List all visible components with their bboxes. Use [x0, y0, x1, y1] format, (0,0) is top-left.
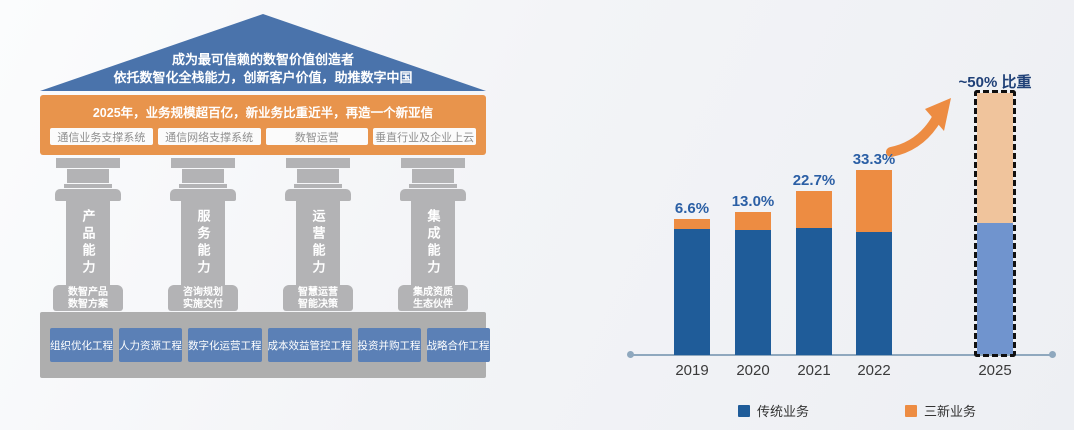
foundation-box: 人力资源工程 — [119, 328, 182, 362]
pillar-abacus — [56, 158, 120, 168]
x-tick-2021: 2021 — [797, 362, 831, 379]
pillar-base: 数智产品 数智方案 — [53, 285, 123, 311]
share-label-2022: 33.3% — [852, 151, 896, 168]
legend-label: 传统业务 — [757, 404, 810, 419]
pillar-2: 服务能力咨询规划 实施交付 — [168, 158, 238, 311]
pillar-base: 咨询规划 实施交付 — [168, 285, 238, 311]
legend-item: 三新业务 — [904, 401, 976, 420]
pillar-capital — [170, 189, 236, 201]
x-tick-2022: 2022 — [857, 362, 891, 379]
pillar-shaft: 产品能力 — [66, 201, 110, 285]
highlight-label: ~50% 比重 — [958, 74, 1032, 91]
pillar-base-line2: 实施交付 — [183, 299, 223, 310]
pillar-1: 产品能力数智产品 数智方案 — [53, 158, 123, 311]
pillar-neck — [67, 169, 109, 183]
bar-segment-new — [735, 212, 771, 230]
pillar-base-line1: 智慧运营 — [298, 287, 338, 298]
foundation-box: 成本效益管控工程 — [267, 328, 352, 362]
pillar-capital — [285, 189, 351, 201]
x-tick-2020: 2020 — [736, 362, 770, 379]
axis-endpoint-right — [1049, 351, 1056, 358]
share-label-2019: 6.6% — [674, 200, 710, 217]
x-tick-2019: 2019 — [675, 362, 709, 379]
foundation-box: 战略合作工程 — [426, 328, 490, 362]
temple-diagram: 成为最可信赖的数智价值创造者 依托数智化全栈能力，创新客户价值，助推数字中国 2… — [40, 14, 490, 378]
x-tick-2025: 2025 — [978, 362, 1012, 379]
bar-segment-new — [977, 93, 1013, 223]
foundation-row: 组织优化工程 人力资源工程 数字化运营工程 成本效益管控工程 投资并购工程 战略合作工程 — [50, 328, 490, 362]
legend-swatch-icon — [738, 404, 750, 417]
pillar-base-line2: 数智方案 — [68, 299, 108, 310]
x-axis — [630, 354, 1054, 356]
pillar-abacus — [286, 158, 350, 168]
business-share-chart: ~50% 比重 传统业务 三新业务 6.6% 2019 13.0% 2020 22.7% 2… — [600, 0, 1074, 430]
bar-segment-traditional — [977, 223, 1013, 354]
bar-segment-traditional — [796, 228, 832, 355]
growth-arrow-icon — [886, 98, 951, 157]
legend-label: 三新业务 — [923, 404, 976, 419]
bar-2020 — [735, 212, 771, 355]
pillar-4: 集成能力集成资质 生态伙伴 — [398, 158, 468, 311]
foundation-box: 投资并购工程 — [357, 328, 421, 362]
pillar-shaft: 服务能力 — [181, 201, 225, 285]
foundation-box: 组织优化工程 — [50, 328, 113, 362]
pillar-echinus — [294, 184, 342, 188]
share-label-2021: 22.7% — [792, 172, 836, 189]
pillar-base-line1: 数智产品 — [68, 287, 108, 298]
pillar-3: 运营能力智慧运营 智能决策 — [283, 158, 353, 311]
bar-segment-new — [674, 219, 710, 229]
bar-segment-new — [796, 191, 832, 228]
business-line-box: 通信网络支撑系统 — [157, 128, 261, 145]
share-label-2020: 13.0% — [731, 193, 775, 210]
bar-segment-traditional — [856, 232, 892, 355]
vision-line2: 依托数智化全栈能力，创新客户价值，助推数字中国 — [113, 70, 413, 85]
pillar-base: 智慧运营 智能决策 — [283, 285, 353, 311]
business-line-box: 垂直行业及企业上云 — [373, 128, 476, 145]
business-line-box: 通信业务支撑系统 — [50, 128, 153, 145]
vision-roof: 成为最可信赖的数智价值创造者 依托数智化全栈能力，创新客户价值，助推数字中国 — [40, 14, 486, 91]
bar-2022 — [856, 170, 892, 355]
pillar-name: 服务能力 — [195, 209, 211, 277]
pillar-name: 产品能力 — [80, 209, 96, 277]
pillar-abacus — [401, 158, 465, 168]
pillar-base: 集成资质 生态伙伴 — [398, 285, 468, 311]
bar-2019 — [674, 219, 710, 355]
chart-legend: 传统业务 三新业务 — [738, 401, 976, 420]
pillar-name: 运营能力 — [310, 209, 326, 277]
bar-segment-traditional — [735, 230, 771, 355]
pillar-base-line2: 智能决策 — [298, 299, 338, 310]
pillar-echinus — [179, 184, 227, 188]
legend-swatch-icon — [904, 404, 917, 417]
pillar-echinus — [64, 184, 112, 188]
business-line-box: 数智运营 — [265, 128, 369, 145]
foundation-box: 数字化运营工程 — [188, 328, 262, 362]
foundation-platform: 组织优化工程 人力资源工程 数字化运营工程 成本效益管控工程 投资并购工程 战略合作工程 — [40, 312, 490, 378]
vision-text: 成为最可信赖的数智价值创造者 依托数智化全栈能力，创新客户价值，助推数字中国 — [40, 51, 486, 87]
bar-segment-traditional — [674, 229, 710, 355]
bar-2025-highlight — [974, 90, 1016, 357]
pillar-abacus — [171, 158, 235, 168]
business-line-row: 通信业务支撑系统 通信网络支撑系统 数智运营 垂直行业及企业上云 — [50, 128, 476, 145]
vision-line1: 成为最可信赖的数智价值创造者 — [171, 52, 354, 67]
pillar-base-line2: 生态伙伴 — [413, 299, 453, 310]
goal-title: 2025年，业务规模超百亿，新业务比重近半，再造一个新亚信 — [92, 106, 434, 120]
bar-2021 — [796, 191, 832, 355]
pillar-name: 集成能力 — [425, 209, 441, 277]
pillar-neck — [297, 169, 339, 183]
legend-item: 传统业务 — [738, 401, 809, 420]
pillar-neck — [412, 169, 454, 183]
bar-segment-new — [856, 170, 892, 232]
pillar-shaft: 集成能力 — [411, 201, 455, 285]
pillar-neck — [182, 169, 224, 183]
pillar-capital — [55, 189, 121, 201]
goal-banner: 2025年，业务规模超百亿，新业务比重近半，再造一个新亚信 通信业务支撑系统 通信… — [40, 95, 486, 155]
pillar-capital — [400, 189, 466, 201]
pillar-echinus — [409, 184, 457, 188]
axis-endpoint-left — [627, 351, 634, 358]
pillar-base-line1: 集成资质 — [413, 287, 453, 298]
pillar-base-line1: 咨询规划 — [183, 287, 223, 298]
pillar-shaft: 运营能力 — [296, 201, 340, 285]
